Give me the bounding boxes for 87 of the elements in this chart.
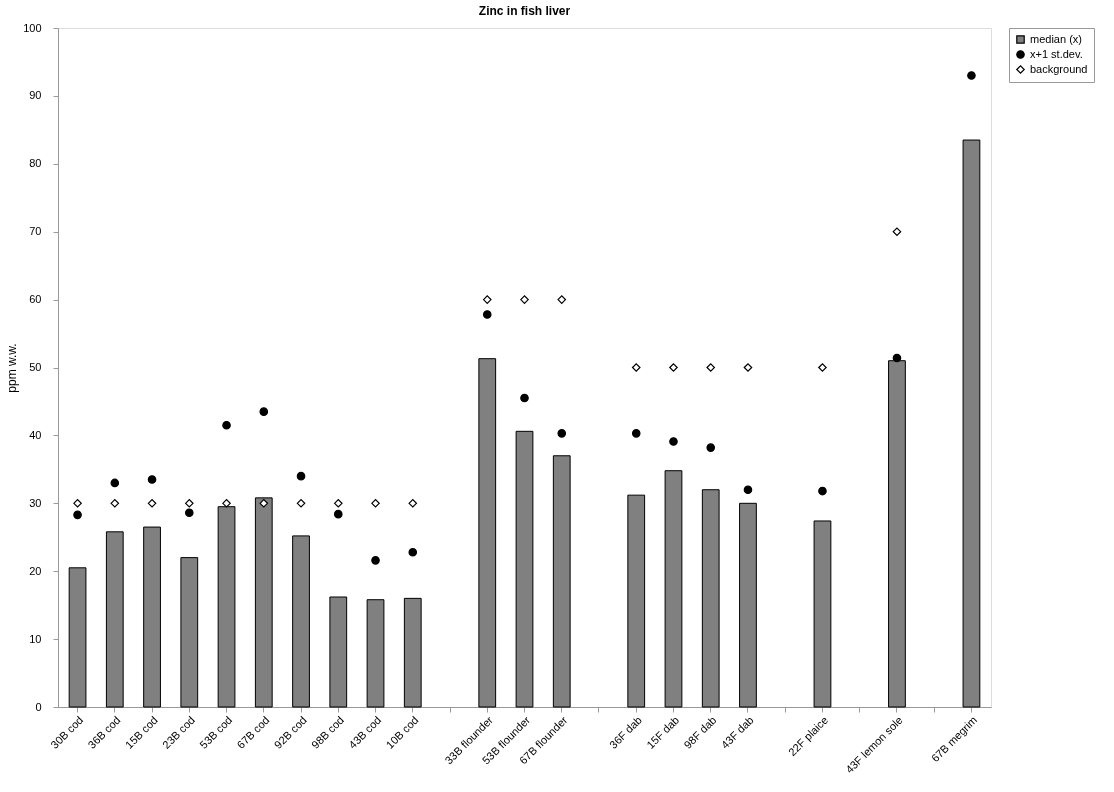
y-tick-label: 80 <box>29 157 42 170</box>
point <box>967 71 976 80</box>
point <box>706 363 716 372</box>
bar <box>515 430 534 708</box>
x-tick-label: 23B cod <box>160 713 198 751</box>
point <box>110 498 120 508</box>
point <box>631 363 641 372</box>
y-tick-label: 0 <box>35 700 42 713</box>
point <box>184 498 194 508</box>
point <box>73 498 82 508</box>
bar <box>403 597 422 708</box>
x-tick-label: 36F dab <box>606 713 645 751</box>
point <box>818 486 827 496</box>
point <box>296 471 306 481</box>
point <box>520 393 529 403</box>
y-tick-label: 70 <box>29 225 42 238</box>
y-tick-label: 90 <box>29 89 42 102</box>
x-tick-label: 92B cod <box>271 713 309 751</box>
y-tick-label: 10 <box>29 632 42 645</box>
point <box>482 295 492 304</box>
y-tick-label: 50 <box>29 361 42 373</box>
point <box>147 475 157 484</box>
x-tick-label: 53B cod <box>197 713 235 751</box>
x-tick-label: 43F dab <box>718 713 756 751</box>
point <box>743 485 753 495</box>
x-tick-label: 98F dab <box>681 713 719 751</box>
y-tick-label: 30 <box>29 496 42 509</box>
point <box>408 498 418 508</box>
bar <box>292 535 310 708</box>
point <box>669 363 678 372</box>
point <box>296 498 306 508</box>
point <box>147 498 157 508</box>
bar <box>366 599 385 708</box>
point <box>743 363 753 372</box>
x-tick-label: 67B cod <box>234 713 272 751</box>
point <box>222 498 231 508</box>
bar <box>478 358 497 708</box>
legend-label: median (x) <box>1030 32 1082 45</box>
x-tick-label: 98B cod <box>309 713 347 751</box>
point <box>557 295 567 304</box>
bar <box>813 520 832 708</box>
point <box>259 498 269 508</box>
chart-title: Zinc in fish liver <box>478 4 571 18</box>
bar <box>254 497 273 708</box>
x-tick-label: 30B cod <box>48 713 86 751</box>
y-tick-label: 20 <box>29 564 42 577</box>
point <box>706 443 716 452</box>
y-tick-label: 100 <box>23 21 42 34</box>
point <box>892 353 902 363</box>
bar <box>105 531 124 708</box>
point <box>259 407 269 416</box>
bar <box>143 526 161 708</box>
point <box>408 547 418 557</box>
point <box>520 295 529 304</box>
bar <box>701 489 720 708</box>
bar <box>739 502 757 708</box>
y-tick-label: 40 <box>29 428 42 441</box>
point <box>333 498 343 508</box>
bar <box>627 494 646 708</box>
point <box>371 498 380 508</box>
bar <box>962 139 981 708</box>
point <box>669 437 678 446</box>
point <box>631 429 641 438</box>
x-tick-label: 10B cod <box>383 713 421 751</box>
x-tick-label: 36B cod <box>85 713 123 751</box>
point <box>557 429 567 438</box>
y-axis-title: ppm w.w. <box>5 343 20 393</box>
point <box>371 556 380 565</box>
bar <box>329 596 348 708</box>
y-tick-label: 60 <box>29 293 42 306</box>
point <box>333 509 343 519</box>
x-tick-label: 15B cod <box>122 713 160 751</box>
point <box>892 227 902 237</box>
bar <box>664 470 683 708</box>
legend-label: background <box>1030 62 1088 75</box>
point <box>110 478 120 488</box>
bar <box>552 455 571 708</box>
legend-label: x+1 st.dev. <box>1030 47 1083 60</box>
x-tick-label: 15F dab <box>644 713 682 751</box>
bar <box>180 557 199 708</box>
point <box>184 508 194 518</box>
point <box>73 510 82 520</box>
bar <box>68 567 87 708</box>
point <box>222 420 231 430</box>
x-tick-label: 43B cod <box>346 713 384 751</box>
point <box>482 310 492 319</box>
point <box>818 363 827 372</box>
